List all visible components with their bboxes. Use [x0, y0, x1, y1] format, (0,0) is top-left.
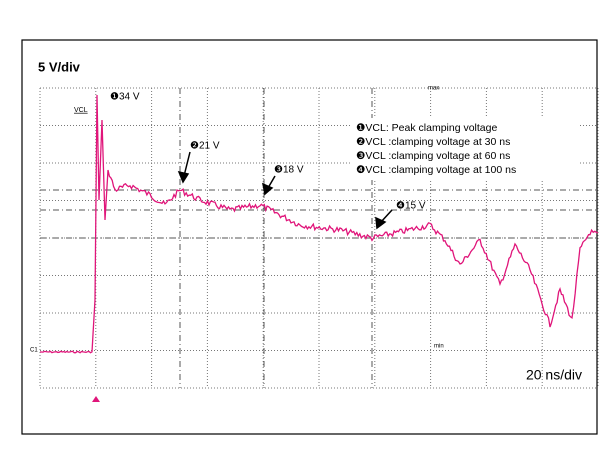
legend-entry: ❹VCL :clamping voltage at 100 ns [356, 164, 516, 176]
horizontal-scale: 20 ns/div [526, 367, 582, 383]
annotation: ❸18 V [274, 165, 304, 176]
frame [21, 39, 598, 435]
vcl-marker: VCL [74, 107, 88, 114]
arrows [177, 151, 393, 230]
channel-marker: C1 [30, 348, 38, 354]
waveform [40, 94, 599, 354]
legend-entry: ❶VCL: Peak clamping voltage [356, 122, 497, 134]
annotation: ❹15 V [396, 201, 426, 212]
trigger-marker [92, 396, 100, 402]
legend-box [350, 118, 578, 180]
vertical-scale: 5 V/div [38, 59, 81, 74]
legend-entry: ❷VCL :clamping voltage at 30 ns [356, 136, 510, 148]
annotation: ❷21 V [190, 141, 220, 152]
legend-entry: ❸VCL :clamping voltage at 60 ns [356, 150, 510, 162]
min-marker: min [434, 344, 444, 350]
max-marker: max [428, 86, 439, 92]
annotation: ❶34 V [110, 92, 140, 103]
